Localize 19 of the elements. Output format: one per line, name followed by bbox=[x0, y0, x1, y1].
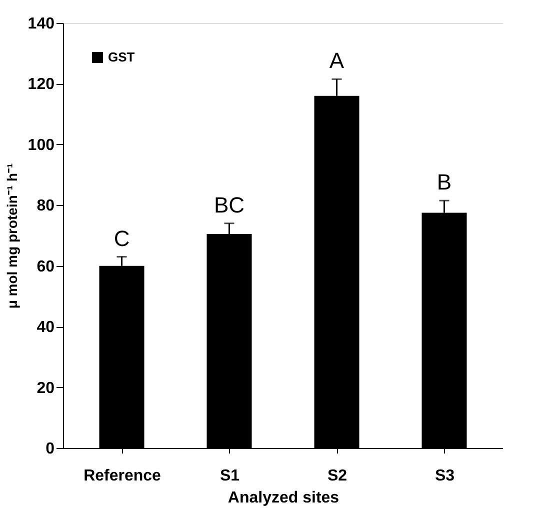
y-tick-label: 80 bbox=[36, 198, 55, 215]
y-axis-title: μ mol mg protein⁻¹ h⁻¹ bbox=[4, 163, 20, 309]
y-tick-label: 20 bbox=[36, 380, 55, 397]
annotation: C bbox=[114, 226, 130, 251]
y-tick-label: 0 bbox=[46, 440, 55, 458]
annotation: B bbox=[436, 170, 452, 195]
y-tick-label: 60 bbox=[36, 258, 55, 276]
x-tick-label: S2 bbox=[327, 468, 348, 484]
x-axis-title: Analyzed sites bbox=[228, 490, 340, 506]
annotation: A bbox=[329, 48, 344, 74]
y-tick-label: 140 bbox=[28, 16, 55, 32]
legend-label: GST bbox=[108, 50, 135, 64]
y-tick-label: 120 bbox=[28, 76, 55, 94]
x-tick-label: S3 bbox=[434, 468, 455, 484]
y-tick-label: 100 bbox=[28, 136, 55, 154]
x-tick-label: Reference bbox=[84, 468, 162, 484]
y-tick-label: 40 bbox=[36, 319, 55, 336]
x-tick-label: S1 bbox=[220, 468, 240, 484]
annotation: BC bbox=[214, 192, 245, 218]
